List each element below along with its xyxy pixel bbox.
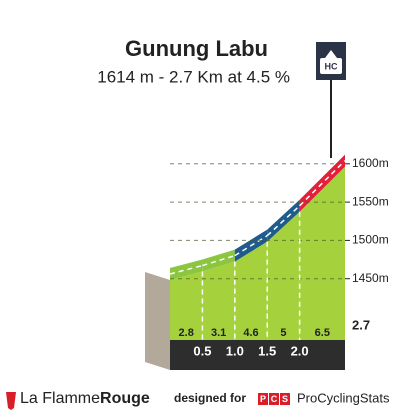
profile-face — [299, 166, 345, 340]
band-center — [299, 160, 346, 207]
gradient-label: 2.8 — [179, 327, 194, 339]
x-tick-label: 1.0 — [226, 343, 244, 358]
gradient-label: 5 — [280, 327, 286, 339]
brand: La FlammeRouge — [20, 390, 150, 407]
brand-light: La Flamme — [20, 390, 100, 407]
pcs-letter: S — [282, 394, 288, 404]
y-tick-label: 1500m — [352, 233, 389, 247]
distance-bar — [170, 340, 345, 370]
pcs-square — [269, 393, 279, 405]
gradient-label: 3.1 — [211, 327, 226, 339]
band-center — [202, 254, 236, 267]
pcs-square — [258, 393, 268, 405]
y-tick-label: 1450m — [352, 271, 389, 285]
pcs-letter: C — [271, 394, 278, 404]
title: Gunung Labu — [125, 36, 268, 61]
gradient-band — [170, 259, 203, 280]
profile-face — [170, 271, 203, 340]
x-tick-label: 2.0 — [291, 343, 309, 358]
badge-text: HC — [325, 61, 338, 71]
pcs-letter: P — [260, 394, 266, 404]
side-wall — [145, 271, 170, 370]
brand-bold: Rouge — [100, 390, 150, 407]
gradient-band — [202, 249, 235, 272]
designed-for: designed for — [174, 391, 246, 405]
band-center — [169, 264, 203, 275]
profile-face — [202, 261, 235, 340]
band-center — [234, 235, 268, 257]
badge-box — [320, 58, 342, 74]
x-tick-label: 0.5 — [193, 343, 211, 358]
profile-face — [234, 241, 268, 340]
y-tick-label: 1600m — [352, 156, 389, 170]
gradient-label: 6.5 — [315, 327, 330, 339]
x-tick-label: 2.7 — [352, 317, 370, 332]
x-tick-label: 1.5 — [258, 343, 276, 358]
plot: 2.8 3.1 4.6 5 6.5 1450m 1500m 1550m 1600m 0.5 1.0 1… — [145, 154, 389, 370]
flame-icon — [6, 392, 16, 410]
pcs-square — [280, 393, 290, 405]
y-tick-label: 1550m — [352, 194, 389, 208]
band-center — [266, 205, 301, 237]
gradient-label: 4.6 — [243, 327, 258, 339]
site-name: ProCyclingStats — [297, 390, 390, 405]
gradient-band — [299, 154, 345, 212]
subtitle: 1614 m - 2.7 Km at 4.5 % — [97, 67, 290, 86]
profile-face — [267, 211, 300, 340]
badge-peak — [325, 50, 337, 58]
